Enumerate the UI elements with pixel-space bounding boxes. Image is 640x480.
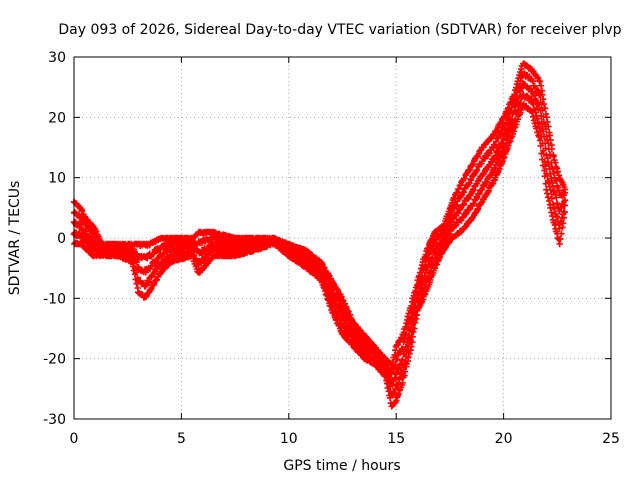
y-tick-label: 20 (48, 110, 66, 126)
x-tick-label: 5 (177, 431, 186, 447)
x-tick-label: 0 (70, 431, 79, 447)
x-tick-label: 20 (495, 431, 513, 447)
x-tick-label: 10 (280, 431, 298, 447)
y-tick-label: -20 (43, 352, 66, 368)
chart-title: Day 093 of 2026, Sidereal Day-to-day VTE… (58, 22, 621, 38)
x-tick-label: 25 (602, 431, 620, 447)
x-axis-label: GPS time / hours (283, 458, 400, 474)
plot-frame (73, 56, 612, 420)
y-tick-label: -10 (43, 291, 66, 307)
y-tick-label: 30 (48, 50, 66, 66)
tick-labels: 0 5 10 15 20 25 -30 -20 -10 0 10 20 30 (43, 50, 620, 447)
y-axis-label: SDTVAR / TECUs (7, 181, 23, 296)
y-tick-label: -30 (43, 412, 66, 428)
y-tick-label: 0 (57, 231, 66, 247)
x-tick-label: 15 (387, 431, 405, 447)
y-tick-label: 10 (48, 171, 66, 187)
plus-markers (70, 60, 569, 410)
data-points (70, 60, 569, 410)
